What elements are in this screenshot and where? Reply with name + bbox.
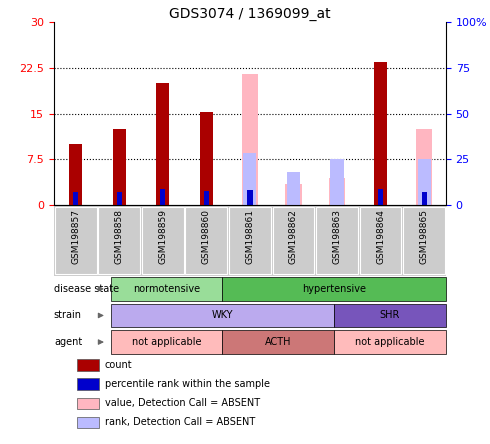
Title: GDS3074 / 1369099_at: GDS3074 / 1369099_at [169,7,331,21]
Bar [242,74,258,205]
Text: GSM198863: GSM198863 [333,209,342,264]
Bar [329,178,345,205]
Bar [247,190,252,205]
Text: SHR: SHR [380,310,400,321]
Text: count: count [105,360,132,370]
Bar [330,159,343,205]
Bar [111,330,222,354]
Text: percentile rank within the sample: percentile rank within the sample [105,379,270,389]
Bar [73,192,78,205]
Bar [77,359,99,370]
Text: not applicable: not applicable [132,337,201,347]
Text: disease state: disease state [54,284,119,294]
Bar [334,330,446,354]
Bar [421,192,427,205]
Bar [98,206,140,274]
Bar [111,277,222,301]
Bar [222,330,334,354]
Bar [55,206,97,274]
Bar [378,189,383,205]
Text: normotensive: normotensive [133,284,200,294]
Bar [77,417,99,428]
Bar [417,159,431,205]
Text: GSM198860: GSM198860 [202,209,211,264]
Text: WKY: WKY [212,310,233,321]
Bar [156,83,170,205]
Text: GSM198858: GSM198858 [115,209,124,264]
Text: not applicable: not applicable [355,337,425,347]
Bar [113,129,126,205]
Text: GSM198859: GSM198859 [158,209,167,264]
Text: GSM198857: GSM198857 [71,209,80,264]
Text: hypertensive: hypertensive [302,284,366,294]
Bar [69,144,82,205]
Bar [142,206,184,274]
Bar [334,304,446,327]
Text: GSM198864: GSM198864 [376,209,385,264]
Bar [416,129,432,205]
Text: GSM198865: GSM198865 [419,209,429,264]
Bar [77,398,99,409]
Bar [117,192,122,205]
Bar [316,206,358,274]
Text: GSM198861: GSM198861 [245,209,254,264]
Text: rank, Detection Call = ABSENT: rank, Detection Call = ABSENT [105,417,255,428]
Text: agent: agent [54,337,82,347]
Bar [403,206,445,274]
Bar [244,153,256,205]
Bar [204,191,209,205]
Bar [285,184,302,205]
Bar [200,112,213,205]
Bar [229,206,271,274]
Bar [185,206,227,274]
Text: value, Detection Call = ABSENT: value, Detection Call = ABSENT [105,398,260,408]
Text: strain: strain [54,310,82,321]
Text: ACTH: ACTH [265,337,292,347]
Bar [160,189,166,205]
Bar [287,172,300,205]
Bar [360,206,401,274]
Bar [374,62,387,205]
Text: GSM198862: GSM198862 [289,209,298,264]
Bar [77,378,99,390]
Bar [222,277,446,301]
Bar [272,206,315,274]
Bar [111,304,334,327]
